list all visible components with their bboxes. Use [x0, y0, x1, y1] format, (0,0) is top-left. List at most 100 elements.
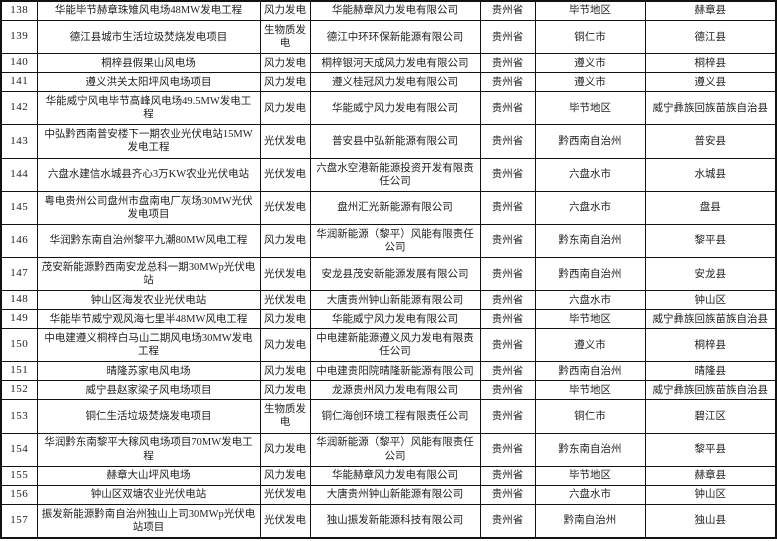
cell-company: 华能威宁风力发电有限公司	[309, 91, 481, 126]
cell-project: 华润黔东南黎平大稼风电场项目70MW发电工程	[36, 432, 261, 467]
cell-company: 华润新能源（黎平）风能有限责任公司	[309, 223, 481, 259]
cell-no: 150	[0, 328, 38, 363]
cell-project: 晴隆苏家电风电场	[36, 361, 261, 382]
cell-region: 黔东南自治州	[534, 223, 646, 259]
cell-province: 贵州省	[479, 91, 536, 126]
cell-project: 华能毕节威宁观风海七里半48MW风电工程	[36, 309, 261, 330]
cell-province: 贵州省	[479, 484, 536, 505]
cell-company: 普安县中弘新能源有限公司	[309, 124, 481, 159]
cell-region: 毕节地区	[534, 309, 646, 330]
cell-no: 144	[0, 157, 38, 192]
cell-company: 华能威宁风力发电有限公司	[309, 309, 481, 330]
cell-county: 独山县	[644, 503, 777, 539]
cell-county: 钟山区	[644, 484, 777, 505]
cell-province: 贵州省	[479, 20, 536, 55]
cell-type: 风力发电	[259, 91, 311, 126]
cell-region: 黔东南自治州	[534, 432, 646, 467]
cell-type: 风力发电	[259, 465, 311, 486]
cell-region: 六盘水市	[534, 190, 646, 225]
cell-project: 华能威宁风电毕节高峰风电场49.5MW发电工程	[36, 91, 261, 126]
cell-type: 光伏发电	[259, 257, 311, 292]
cell-type: 光伏发电	[259, 190, 311, 225]
cell-no: 154	[0, 432, 38, 467]
cell-type: 光伏发电	[259, 124, 311, 159]
cell-company: 铜仁海创环境工程有限责任公司	[309, 399, 481, 434]
cell-type: 风力发电	[259, 53, 311, 74]
cell-type: 风力发电	[259, 432, 311, 467]
cell-project: 赫章大山坪风电场	[36, 465, 261, 486]
cell-company: 中电建贵阳院晴隆新能源有限公司	[309, 361, 481, 382]
cell-county: 碧江区	[644, 399, 777, 434]
cell-no: 139	[0, 20, 38, 55]
cell-province: 贵州省	[479, 399, 536, 434]
table-row: 152 威宁县赵家梁子风电场项目 风力发电 龙源贵州风力发电有限公司 贵州省 毕节地区 威宁…	[0, 380, 777, 401]
cell-company: 大唐贵州钟山新能源有限公司	[309, 484, 481, 505]
cell-region: 黔西南自治州	[534, 257, 646, 292]
cell-province: 贵州省	[479, 53, 536, 74]
cell-province: 贵州省	[479, 124, 536, 159]
cell-type: 风力发电	[259, 328, 311, 363]
cell-no: 151	[0, 361, 38, 382]
table-row: 154 华润黔东南黎平大稼风电场项目70MW发电工程 风力发电 华润新能源（黎平）风能…	[0, 432, 777, 467]
table-row: 157 振发新能源黔南自治州独山上司30MWp光伏电站项目 光伏发电 独山振发新能源科…	[0, 503, 777, 539]
table-row: 156 钟山区双塘农业光伏电站 光伏发电 大唐贵州钟山新能源有限公司 贵州省 六盘水市 钟山…	[0, 484, 777, 505]
cell-company: 盘州汇光新能源有限公司	[309, 190, 481, 225]
cell-no: 142	[0, 91, 38, 126]
cell-region: 毕节地区	[534, 380, 646, 401]
table-row: 146 华润黔东南自治州黎平九潮80MW风电工程 风力发电 华润新能源（黎平）风能有限…	[0, 223, 777, 259]
cell-project: 桐梓县假果山风电场	[36, 53, 261, 74]
cell-type: 生物质发电	[259, 399, 311, 434]
cell-no: 157	[0, 503, 38, 539]
cell-county: 黎平县	[644, 223, 777, 259]
cell-project: 华能毕节赫章珠雉风电场48MW发电工程	[36, 0, 261, 22]
cell-region: 六盘水市	[534, 484, 646, 505]
cell-province: 贵州省	[479, 465, 536, 486]
cell-province: 贵州省	[479, 432, 536, 467]
table-row: 145 粤电贵州公司盘州市盘南电厂灰场30MW光伏发电项目 光伏发电 盘州汇光新能源有…	[0, 190, 777, 225]
cell-county: 黎平县	[644, 432, 777, 467]
cell-county: 威宁彝族回族苗族自治县	[644, 91, 777, 126]
cell-region: 六盘水市	[534, 157, 646, 192]
cell-region: 黔西南自治州	[534, 124, 646, 159]
table-row: 151 晴隆苏家电风电场 风力发电 中电建贵阳院晴隆新能源有限公司 贵州省 黔西南自治州晴…	[0, 361, 777, 382]
cell-county: 桐梓县	[644, 53, 777, 74]
table-row: 150 中电建遵义桐梓白马山二期风电场30MW发电工程 风力发电 中电建新能源遵义风力…	[0, 328, 777, 363]
cell-type: 风力发电	[259, 0, 311, 22]
cell-region: 毕节地区	[534, 465, 646, 486]
cell-company: 华润新能源（黎平）风能有限责任公司	[309, 432, 481, 467]
cell-region: 遵义市	[534, 53, 646, 74]
cell-region: 黔南自治州	[534, 503, 646, 539]
table-row: 140 桐梓县假果山风电场 风力发电 桐梓银河天成风力发电有限公司 贵州省 遵义市 桐梓县	[0, 53, 777, 74]
cell-type: 风力发电	[259, 72, 311, 93]
cell-project: 铜仁生活垃圾焚烧发电项目	[36, 399, 261, 434]
table-row: 139 德江县城市生活垃圾焚烧发电项目 生物质发电 德江中环环保新能源有限公司 贵州省铜…	[0, 20, 777, 55]
cell-company: 六盘水空港新能源投资开发有限责任公司	[309, 157, 481, 192]
cell-project: 遵义洪关太阳坪风电场项目	[36, 72, 261, 93]
cell-region: 铜仁市	[534, 399, 646, 434]
cell-company: 华能赫章风力发电有限公司	[309, 465, 481, 486]
cell-county: 安龙县	[644, 257, 777, 292]
cell-project: 钟山区海发农业光伏电站	[36, 290, 261, 311]
cell-type: 风力发电	[259, 361, 311, 382]
table-row: 141 遵义洪关太阳坪风电场项目 风力发电 遵义桂冠风力发电有限公司 贵州省 遵义市 遵义县	[0, 72, 777, 93]
cell-no: 156	[0, 484, 38, 505]
cell-company: 大唐贵州钟山新能源有限公司	[309, 290, 481, 311]
cell-province: 贵州省	[479, 72, 536, 93]
cell-company: 桐梓银河天成风力发电有限公司	[309, 53, 481, 74]
cell-project: 粤电贵州公司盘州市盘南电厂灰场30MW光伏发电项目	[36, 190, 261, 225]
cell-no: 148	[0, 290, 38, 311]
cell-type: 光伏发电	[259, 290, 311, 311]
cell-company: 中电建新能源遵义风力发电有限责任公司	[309, 328, 481, 363]
cell-project: 钟山区双塘农业光伏电站	[36, 484, 261, 505]
cell-no: 149	[0, 309, 38, 330]
cell-project: 威宁县赵家梁子风电场项目	[36, 380, 261, 401]
cell-no: 141	[0, 72, 38, 93]
table-row: 144 六盘水建信水城县齐心3万KW农业光伏电站 光伏发电 六盘水空港新能源投资开发有…	[0, 157, 777, 192]
cell-region: 遵义市	[534, 72, 646, 93]
cell-project: 中弘黔西南普安楼下一期农业光伏电站15MW发电工程	[36, 124, 261, 159]
cell-county: 普安县	[644, 124, 777, 159]
cell-county: 遵义县	[644, 72, 777, 93]
cell-region: 遵义市	[534, 328, 646, 363]
cell-county: 晴隆县	[644, 361, 777, 382]
